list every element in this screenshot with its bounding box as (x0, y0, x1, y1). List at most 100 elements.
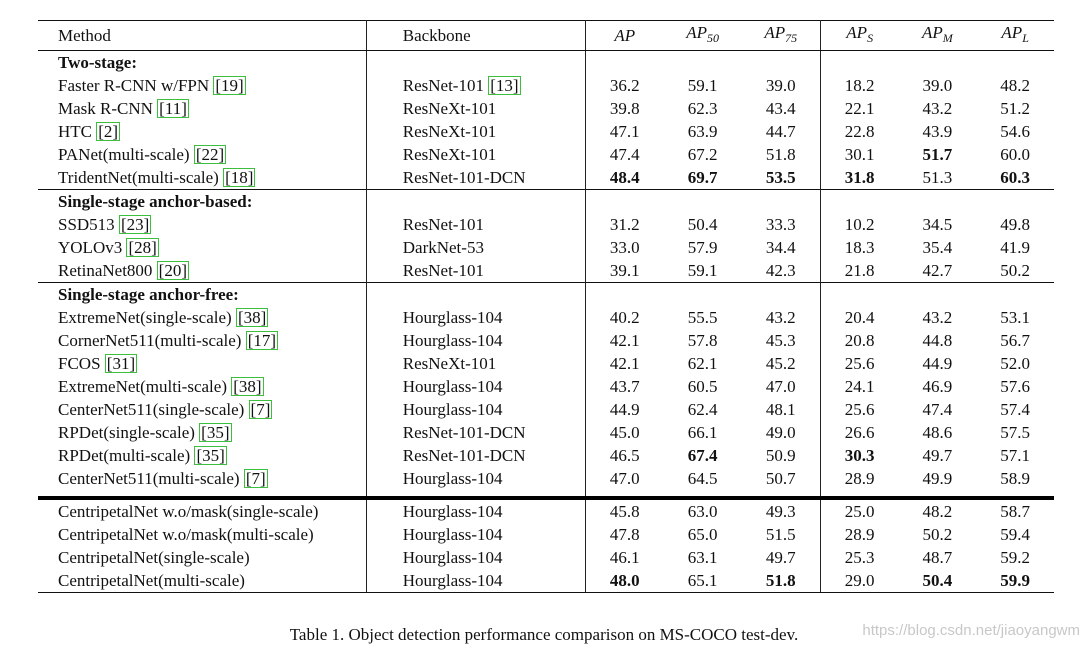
citation-link[interactable]: [7] (243, 469, 268, 488)
citation-link[interactable]: [23] (118, 215, 152, 234)
citation-link[interactable]: [22] (193, 145, 227, 164)
value-ap75: 48.1 (741, 398, 821, 421)
backbone-name: ResNet-101 (402, 261, 484, 280)
table-body: Two-stage: Faster R-CNN w/FPN [19] ResNet-… (38, 50, 1054, 593)
value-apm: 47.4 (922, 400, 953, 419)
backbone-cell: ResNet-101-DCN (366, 421, 586, 444)
value-ap50: 62.1 (687, 354, 718, 373)
backbone-cell: Hourglass-104 (366, 523, 586, 546)
section-title: Single-stage anchor-free: (38, 282, 367, 306)
citation-link[interactable]: [31] (104, 354, 138, 373)
method-name: CentripetalNet(single-scale) (58, 548, 250, 567)
value-ap50: 65.0 (687, 525, 718, 544)
spacer-cell (366, 490, 586, 498)
citation-number: 35 (202, 446, 220, 465)
citation-number: 22 (201, 145, 219, 164)
backbone-name: ResNet-101 (402, 76, 484, 95)
backbone-name: ResNeXt-101 (402, 354, 497, 373)
backbone-name: ResNeXt-101 (402, 122, 497, 141)
table-row: CentripetalNet(single-scale) Hourglass-10… (38, 546, 1054, 569)
citation-number: 7 (256, 400, 265, 419)
value-ap50: 62.4 (687, 400, 718, 419)
citation-link[interactable]: [17] (245, 331, 279, 350)
header-method: Method (38, 20, 367, 51)
citation-link[interactable]: [28] (126, 238, 159, 257)
citation-number: 17 (253, 331, 271, 350)
citation-number: 7 (251, 469, 261, 488)
method-name: TridentNet(multi-scale) (58, 168, 219, 187)
citation-link[interactable]: [35] (194, 446, 227, 465)
method-name: Mask R-CNN (58, 99, 153, 118)
value-aps: 20.4 (844, 308, 875, 327)
method-cell: ExtremeNet(single-scale) [38] (38, 306, 367, 329)
citation-link[interactable]: [19] (213, 76, 246, 95)
citation-number: 23 (126, 215, 144, 234)
value-apl: 58.9 (1000, 469, 1031, 488)
section-blank (366, 50, 586, 74)
backbone-cell: Hourglass-104 (366, 467, 586, 490)
citation-number: 19 (221, 76, 239, 95)
citation-link[interactable]: [38] (235, 308, 269, 327)
table-row: RPDet(multi-scale) [35] ResNet-101-DCN 46.… (38, 444, 1054, 467)
section-blank (898, 189, 977, 213)
value-apm: 48.7 (922, 548, 953, 567)
value-ap75: 51.8 (741, 569, 821, 593)
header-ap50-base: AP (686, 23, 707, 42)
citation-number: 28 (134, 238, 152, 257)
method-name: SSD513 (58, 215, 115, 234)
backbone-cell: DarkNet-53 (366, 236, 586, 259)
backbone-name: Hourglass-104 (402, 502, 503, 521)
citation-link[interactable]: [20] (156, 261, 190, 280)
backbone-cell: ResNeXt-101 (366, 97, 586, 120)
citation-link[interactable]: [35] (199, 423, 232, 442)
value-ap75: 34.4 (741, 236, 821, 259)
section-blank (741, 189, 821, 213)
section-header-row: Two-stage: (38, 50, 1054, 75)
backbone-cell: ResNet-101 (366, 213, 586, 236)
value-apl: 59.4 (1000, 525, 1031, 544)
value-ap75: 50.9 (741, 444, 821, 467)
citation-link[interactable]: [7] (248, 400, 273, 419)
value-ap50: 63.1 (687, 548, 718, 567)
backbone-cell: Hourglass-104 (366, 329, 586, 352)
value-ap75: 42.3 (741, 259, 821, 283)
value-ap50: 63.0 (663, 496, 742, 523)
value-ap75: 43.4 (741, 97, 821, 120)
citation-link[interactable]: [2] (96, 122, 121, 141)
citation-number: 2 (103, 122, 113, 141)
table-row: Mask R-CNN [11] ResNeXt-101 39.8 62.3 43.4 22… (38, 97, 1054, 120)
method-name: CentripetalNet w.o/mask(single-scale) (58, 502, 319, 521)
section-blank (976, 51, 1054, 75)
section-blank (585, 282, 664, 306)
backbone-name: Hourglass-104 (402, 377, 503, 396)
value-ap: 42.1 (609, 331, 640, 350)
value-ap: 31.2 (609, 215, 640, 234)
citation-link[interactable]: [11] (157, 99, 189, 118)
table-row: CentripetalNet w.o/mask(single-scale) Hou… (38, 496, 1054, 523)
header-ap75: AP75 (741, 20, 821, 51)
value-apl: 50.2 (1000, 261, 1031, 280)
method-cell: CentripetalNet w.o/mask(single-scale) (38, 496, 367, 523)
citation-link[interactable]: [18] (223, 168, 256, 187)
method-name: ExtremeNet(single-scale) (58, 308, 232, 327)
header-ap50-sub: 50 (706, 31, 719, 45)
backbone-name: Hourglass-104 (402, 400, 503, 419)
section-blank (820, 189, 899, 213)
value-apm: 51.3 (922, 168, 953, 187)
value-aps: 18.3 (844, 238, 875, 257)
section-blank (898, 282, 977, 306)
method-cell: Faster R-CNN w/FPN [19] (38, 74, 367, 97)
value-ap: 48.0 (585, 569, 664, 593)
comparison-table: Method Backbone AP AP50 AP75 APS APM APL… (38, 20, 1054, 593)
section-blank (820, 51, 898, 75)
section-blank (663, 282, 742, 306)
header-ap50: AP50 (663, 20, 742, 51)
citation-number: 18 (230, 168, 248, 187)
citation-link[interactable]: [13] (488, 76, 521, 95)
value-ap50: 63.9 (687, 122, 718, 141)
spacer-cell (664, 490, 742, 498)
citation-link[interactable]: [38] (231, 377, 264, 396)
table-row: RPDet(single-scale) [35] ResNet-101-DCN 45… (38, 421, 1054, 444)
method-cell: CenterNet511(single-scale) [7] (38, 398, 367, 421)
value-ap: 40.2 (609, 308, 640, 327)
